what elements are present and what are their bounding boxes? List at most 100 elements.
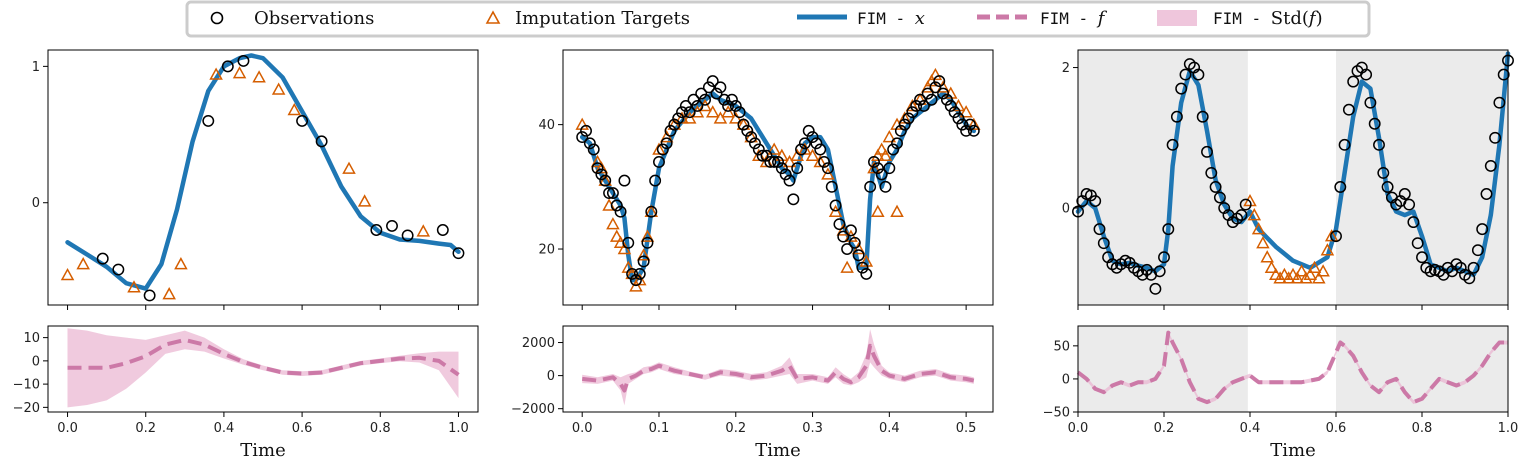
left-top-ytick-label: 0 bbox=[32, 196, 40, 211]
middle-bottom-ytick-label: 0 bbox=[547, 369, 555, 384]
middle-observation-51 bbox=[772, 156, 784, 168]
left-observation-5 bbox=[237, 54, 250, 67]
left-fim-std-band bbox=[67, 328, 459, 408]
right-imputation-target-17 bbox=[1316, 264, 1330, 277]
right-observation-29 bbox=[1196, 110, 1209, 123]
middle-bottom-xtick-label: 0.1 bbox=[649, 421, 670, 436]
right-observation-25 bbox=[1179, 68, 1192, 81]
middle-observation-96 bbox=[944, 100, 957, 112]
legend-frame bbox=[185, 0, 1371, 38]
middle-observation-31 bbox=[695, 87, 708, 100]
right-observation-28 bbox=[1192, 68, 1205, 81]
middle-observation-93 bbox=[933, 75, 946, 88]
middle-xlabel: Time bbox=[755, 440, 800, 461]
observations-legend-marker bbox=[210, 11, 224, 25]
legend-fim-std: FIM - Std(f) bbox=[1213, 8, 1323, 29]
middle-observation-47 bbox=[756, 149, 769, 162]
middle-observation-29 bbox=[687, 93, 700, 106]
middle-observation-101 bbox=[964, 118, 976, 131]
middle-observation-99 bbox=[956, 118, 969, 131]
middle-observation-98 bbox=[952, 112, 965, 125]
left-imputation-target-7 bbox=[252, 70, 266, 83]
left-observation-12 bbox=[452, 247, 465, 260]
right-observation-31 bbox=[1205, 166, 1218, 179]
right-imputation-target-15 bbox=[1307, 260, 1322, 274]
middle-fim-f-line bbox=[581, 343, 975, 393]
middle-observation-53 bbox=[779, 168, 792, 181]
right-observation-5 bbox=[1093, 223, 1106, 236]
middle-observation-34 bbox=[706, 75, 719, 88]
right-imputation-target-18 bbox=[1320, 243, 1335, 256]
middle-observation-28 bbox=[683, 106, 696, 119]
right-observation-49 bbox=[1368, 117, 1381, 130]
middle-observation-39 bbox=[725, 93, 738, 106]
right-observation-59 bbox=[1411, 237, 1424, 250]
middle-observation-57 bbox=[795, 143, 807, 156]
middle-top-frame bbox=[562, 49, 994, 306]
middle-observation-17 bbox=[641, 236, 654, 249]
left-imputation-target-4 bbox=[174, 257, 188, 270]
right-observation-78 bbox=[1493, 96, 1506, 109]
left-bottom-ytick-label: −10 bbox=[13, 378, 40, 393]
right-observation-47 bbox=[1360, 68, 1373, 81]
middle-observation-92 bbox=[929, 81, 942, 94]
middle-observation-59 bbox=[802, 124, 815, 137]
middle-imputation-target-9 bbox=[621, 260, 636, 273]
right-bottom-xtick-label: 0.0 bbox=[1068, 421, 1089, 436]
middle-observation-62 bbox=[814, 143, 827, 156]
middle-imputation-target-38 bbox=[821, 167, 835, 180]
middle-observation-87 bbox=[910, 100, 923, 112]
middle-observation-40 bbox=[729, 100, 742, 112]
right-observation-74 bbox=[1476, 223, 1489, 236]
middle-observation-32 bbox=[699, 93, 712, 106]
middle-bottom-xtick-label: 0.4 bbox=[879, 421, 900, 436]
middle-imputation-target-0 bbox=[575, 117, 589, 130]
right-observation-18 bbox=[1149, 282, 1162, 295]
left-imputation-target-6 bbox=[232, 66, 247, 79]
left-top-frame bbox=[47, 49, 479, 306]
legend-fim-x-prefix: FIM - bbox=[857, 9, 915, 28]
middle-observation-97 bbox=[948, 106, 961, 119]
right-top-plot: 02 bbox=[1062, 49, 1514, 310]
imputation-targets-legend-marker bbox=[485, 10, 501, 24]
middle-observation-33 bbox=[702, 81, 715, 94]
middle-observation-78 bbox=[875, 168, 888, 181]
right-fim-f-line bbox=[1076, 330, 1508, 405]
left-panel: 01 100−10−200.0 0.2 0.4 0.6 0.8 1.0 Time bbox=[13, 49, 479, 461]
middle-observation-24 bbox=[668, 118, 681, 131]
middle-observation-68 bbox=[837, 230, 850, 243]
middle-observation-65 bbox=[825, 180, 838, 193]
right-top-ytick-label: 0 bbox=[1062, 202, 1070, 217]
left-imputation-target-2 bbox=[127, 280, 141, 293]
left-top-plot: 01 bbox=[32, 49, 479, 310]
right-observation-43 bbox=[1342, 103, 1355, 116]
right-observation-77 bbox=[1489, 131, 1502, 144]
right-observation-38 bbox=[1235, 209, 1248, 222]
right-observation-56 bbox=[1398, 188, 1411, 200]
middle-imputation-target-49 bbox=[882, 130, 897, 143]
left-observation-9 bbox=[386, 219, 398, 232]
middle-imputation-target-39 bbox=[828, 204, 843, 217]
middle-observation-30 bbox=[691, 100, 704, 112]
middle-imputation-target-33 bbox=[782, 154, 797, 168]
right-observation-30 bbox=[1201, 145, 1213, 158]
middle-observation-21 bbox=[656, 143, 669, 156]
right-observation-73 bbox=[1471, 244, 1484, 257]
left-bottom-xtick-label: 0.0 bbox=[57, 421, 78, 436]
middle-observation-88 bbox=[914, 93, 927, 106]
middle-observation-58 bbox=[798, 137, 811, 150]
left-imputation-target-8 bbox=[271, 82, 286, 95]
middle-observation-8 bbox=[606, 187, 619, 199]
left-imputation-target-1 bbox=[76, 257, 90, 270]
middle-observation-25 bbox=[672, 112, 685, 125]
right-bottom-plot: 50 0 −500.0 0.2 0.4 0.6 0.8 1.0 bbox=[1043, 325, 1518, 436]
middle-observation-4 bbox=[591, 162, 604, 175]
middle-observation-26 bbox=[676, 106, 688, 119]
middle-observation-36 bbox=[714, 81, 727, 94]
right-observation-51 bbox=[1377, 166, 1390, 179]
right-bottom-xtick-label: 0.8 bbox=[1412, 421, 1433, 436]
middle-imputation-target-32 bbox=[775, 148, 789, 161]
left-observation-10 bbox=[401, 229, 414, 242]
